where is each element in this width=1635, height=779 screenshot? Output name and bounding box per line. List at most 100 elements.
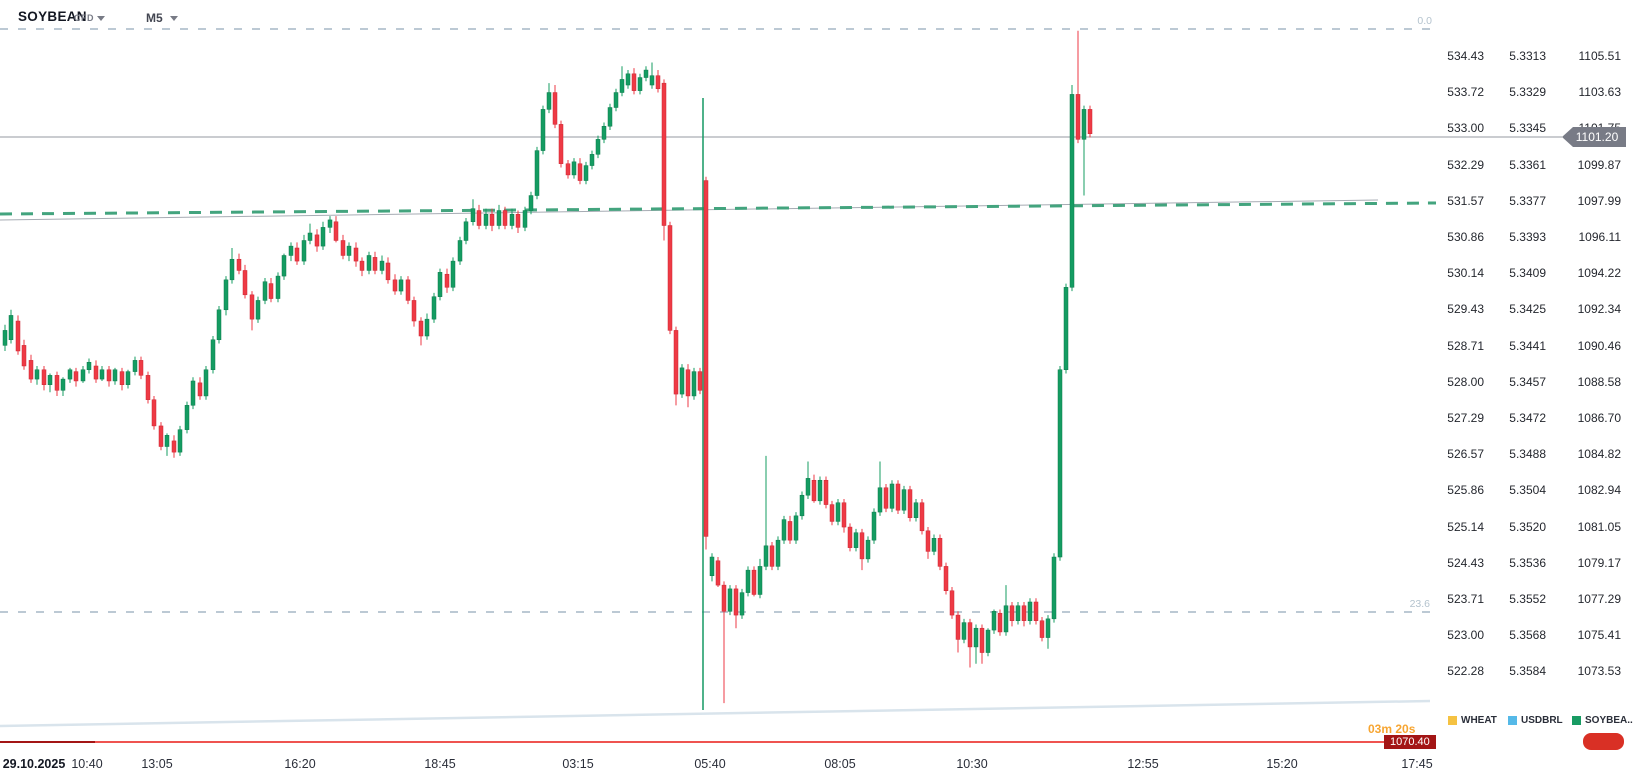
legend-color-swatch — [1508, 716, 1517, 725]
candle-up — [67, 369, 73, 380]
red-level-price-label: 1070.40 — [1384, 735, 1436, 749]
candle-down — [895, 483, 901, 511]
candle-up — [509, 214, 515, 226]
price-scale-value: 5.3393 — [1509, 230, 1546, 244]
price-scale-value: 5.3377 — [1509, 194, 1546, 208]
price-scale-value: 528.00 — [1447, 375, 1484, 389]
timeframe-chevron-down-icon[interactable] — [170, 16, 178, 21]
price-scale-value: 1088.58 — [1577, 375, 1621, 389]
price-scale-value: 1097.99 — [1577, 194, 1621, 208]
candle-down — [372, 257, 378, 271]
candle-up — [301, 240, 307, 262]
candle-down — [392, 279, 398, 292]
candle-down — [405, 279, 411, 301]
candle-up — [262, 281, 268, 301]
candle-down — [242, 270, 248, 296]
candle-up — [229, 258, 235, 281]
price-scale-value: 530.14 — [1447, 266, 1484, 280]
candle-up — [203, 369, 209, 397]
price-scale-value: 5.3472 — [1509, 411, 1546, 425]
candle-down — [943, 566, 949, 591]
candle-up — [835, 502, 841, 522]
candle-up — [190, 380, 196, 406]
candle-down — [268, 283, 274, 299]
fib-level-236-label: 23.6 — [1409, 598, 1430, 610]
candle-down — [1009, 605, 1015, 621]
legend-label: SOYBEA.. — [1585, 715, 1633, 726]
candle-up — [709, 556, 715, 577]
candle-up — [583, 165, 589, 181]
candle-down — [565, 163, 571, 176]
candle-up — [288, 245, 294, 256]
candle-down — [411, 300, 417, 322]
price-scale-value: 5.3536 — [1509, 556, 1546, 570]
candle-down — [841, 502, 847, 528]
candle-up — [679, 367, 685, 395]
price-scale-value: 5.3345 — [1509, 121, 1546, 135]
price-scale-value: 1084.82 — [1577, 447, 1621, 461]
candle-down — [444, 273, 450, 288]
price-scale-value: 5.3409 — [1509, 266, 1546, 280]
candle-up — [589, 154, 595, 166]
candle-up — [1045, 618, 1051, 638]
candle-up — [223, 279, 229, 311]
candle-down — [979, 627, 985, 653]
candle-up — [320, 227, 326, 247]
legend-color-swatch — [1572, 716, 1581, 725]
candle-up — [643, 69, 649, 78]
price-scale-value: 534.43 — [1447, 49, 1484, 63]
candle-down — [119, 371, 125, 385]
candle-down — [997, 612, 1003, 633]
candle-up — [99, 369, 105, 380]
candle-down — [787, 521, 793, 541]
candle-down — [733, 588, 739, 616]
candle-down — [489, 214, 495, 226]
legend-label: USDBRL — [1521, 715, 1563, 726]
candle-up — [1051, 556, 1057, 620]
candle-down — [73, 371, 79, 382]
candle-up — [125, 371, 131, 385]
price-scale-value: 5.3329 — [1509, 85, 1546, 99]
symbol-button[interactable]: SOYBEAN — [18, 9, 87, 24]
candle-down — [721, 584, 727, 612]
candle-up — [281, 255, 287, 277]
candle-up — [8, 315, 14, 341]
fib-level-0-label: 0.0 — [1417, 15, 1432, 27]
candle-up — [757, 566, 763, 595]
candle-down — [1033, 601, 1039, 621]
candle-up — [164, 435, 170, 447]
price-scale-value: 1103.63 — [1578, 85, 1622, 99]
price-scale-value: 528.71 — [1447, 339, 1484, 353]
candle-down — [655, 75, 661, 90]
candle-up — [613, 92, 619, 108]
price-scale-value: 1081.05 — [1577, 520, 1621, 534]
candle-up — [571, 161, 577, 176]
candle-up — [625, 73, 631, 86]
candle-up — [470, 208, 476, 223]
time-axis-tick: 17:45 — [1401, 757, 1433, 771]
price-scale-value: 524.43 — [1447, 556, 1484, 570]
timeframe-button[interactable]: M5 — [146, 11, 163, 25]
candle-up — [607, 107, 613, 127]
candle-up — [496, 210, 502, 226]
candle-up — [132, 360, 138, 372]
candle-up — [60, 378, 66, 391]
candle-up — [184, 405, 190, 430]
candle-up — [47, 375, 53, 385]
candle-up — [595, 139, 601, 155]
symbol-chevron-down-icon[interactable] — [97, 16, 105, 21]
price-scale-value: 533.00 — [1447, 121, 1484, 135]
candle-up — [901, 489, 907, 511]
price-scale-value: 1096.11 — [1578, 230, 1622, 244]
candle-up — [913, 502, 919, 518]
candlestick-chart-canvas[interactable] — [0, 0, 1635, 752]
candle-down — [158, 425, 164, 447]
candle-up — [255, 300, 261, 320]
candle-down — [751, 569, 757, 595]
candle-down — [21, 345, 27, 367]
legend-label: WHEAT — [1461, 715, 1497, 726]
time-axis-tick: 16:20 — [284, 757, 316, 771]
price-scale-value: 1099.87 — [1577, 158, 1621, 172]
candle-down — [1087, 109, 1093, 134]
candle-up — [34, 369, 40, 380]
